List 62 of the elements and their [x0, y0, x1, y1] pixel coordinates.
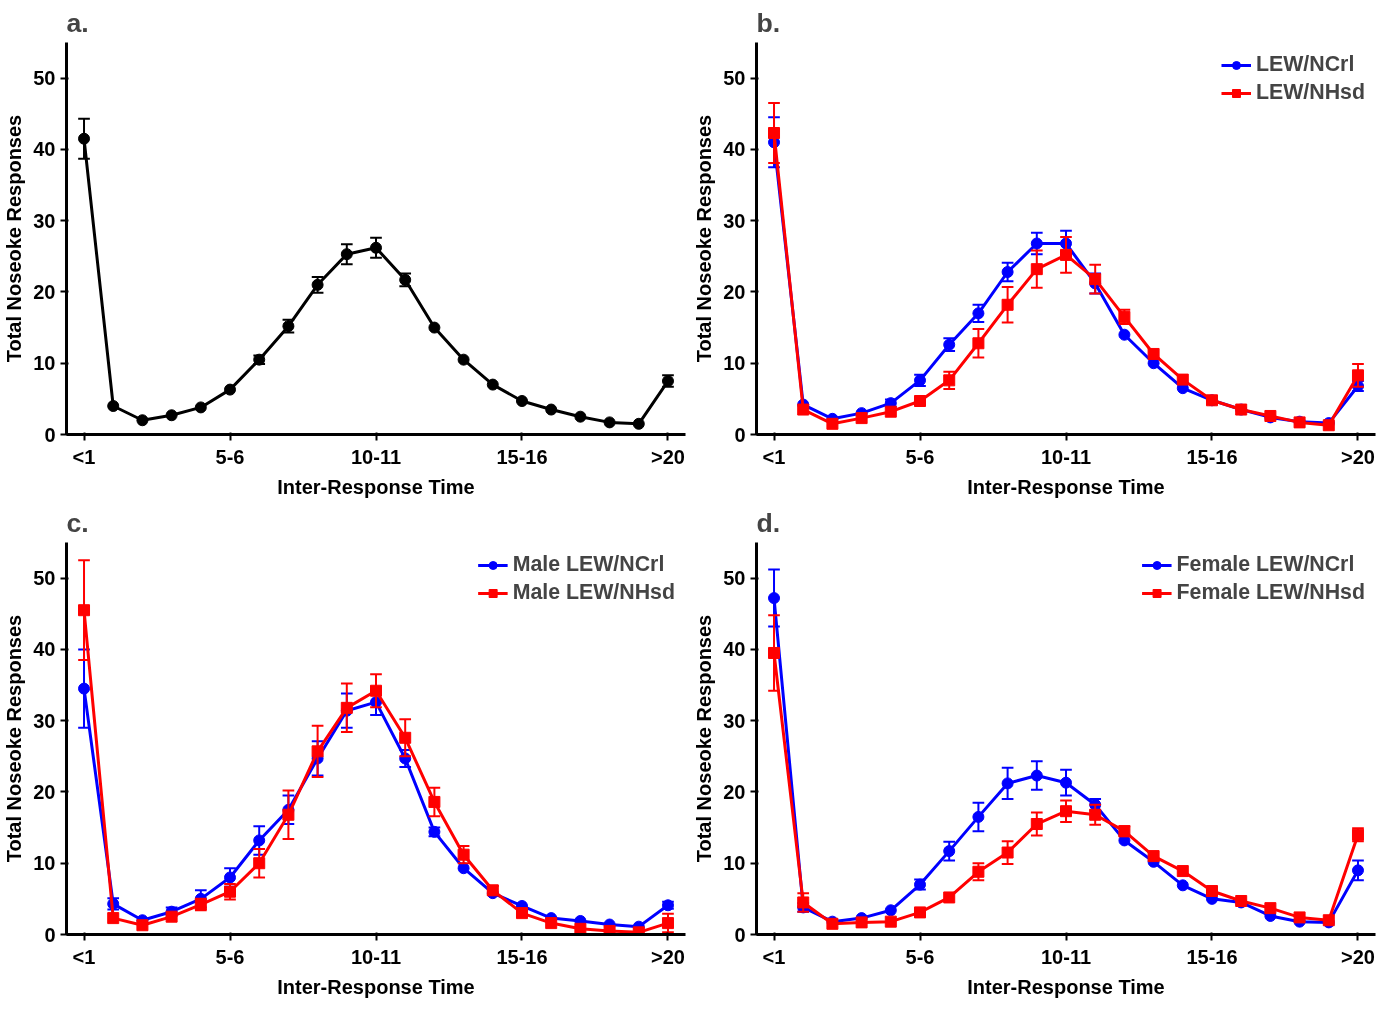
chart-title: b. — [756, 7, 781, 38]
y-tick-label: 40 — [33, 138, 56, 161]
x-tick-label: 10-11 — [1040, 445, 1092, 468]
y-tick-label: 10 — [723, 852, 746, 875]
y-tick-label: 0 — [734, 923, 746, 946]
legend-label: Female LEW/NCrl — [1176, 552, 1355, 577]
x-tick-label: 10-11 — [1040, 945, 1092, 968]
y-tick-label: 40 — [723, 138, 746, 161]
x-axis-title: Inter-Response Time — [277, 975, 475, 998]
chart-title: d. — [756, 507, 781, 538]
y-tick-label: 0 — [44, 923, 56, 946]
x-tick-label: 5-6 — [905, 445, 935, 468]
x-tick-label: >20 — [1341, 445, 1375, 468]
x-tick-label: 15-16 — [1186, 945, 1238, 968]
x-tick-label: <1 — [72, 445, 96, 468]
x-tick-label: <1 — [762, 945, 786, 968]
x-tick-label: >20 — [651, 445, 685, 468]
y-tick-label: 10 — [33, 852, 56, 875]
y-tick-label: 50 — [33, 567, 56, 590]
y-tick-label: 30 — [723, 209, 746, 232]
y-tick-label: 30 — [33, 209, 56, 232]
y-axis-title: Total Noseoke Responses — [693, 114, 716, 363]
y-tick-label: 50 — [33, 67, 56, 90]
y-tick-label: 40 — [723, 638, 746, 661]
legend-label: Male LEW/NCrl — [512, 552, 665, 577]
x-tick-label: 15-16 — [496, 945, 548, 968]
y-tick-label: 0 — [44, 423, 56, 446]
x-tick-label: 15-16 — [496, 445, 548, 468]
x-tick-label: 10-11 — [350, 445, 402, 468]
y-tick-label: 20 — [33, 280, 56, 303]
x-tick-label: 5-6 — [905, 945, 935, 968]
x-tick-label: 10-11 — [350, 945, 402, 968]
x-tick-label: 5-6 — [215, 945, 245, 968]
legend-label: LEW/NHsd — [1255, 80, 1365, 105]
x-tick-label: 5-6 — [215, 445, 245, 468]
y-tick-label: 20 — [33, 780, 56, 803]
y-tick-label: 30 — [33, 709, 56, 732]
x-tick-label: <1 — [762, 445, 786, 468]
x-tick-label: >20 — [1341, 945, 1375, 968]
y-tick-label: 50 — [723, 567, 746, 590]
x-tick-label: >20 — [651, 945, 685, 968]
chart-title: a. — [66, 7, 89, 38]
x-tick-label: <1 — [72, 945, 96, 968]
y-tick-label: 20 — [723, 780, 746, 803]
y-axis-title: Total Noseoke Responses — [3, 114, 26, 363]
y-tick-label: 50 — [723, 67, 746, 90]
y-tick-label: 20 — [723, 280, 746, 303]
y-axis-title: Total Noseoke Responses — [693, 614, 716, 863]
x-axis-title: Inter-Response Time — [277, 475, 475, 498]
x-tick-label: 15-16 — [1186, 445, 1238, 468]
x-axis-title: Inter-Response Time — [967, 975, 1165, 998]
y-tick-label: 10 — [33, 352, 56, 375]
y-tick-label: 10 — [723, 352, 746, 375]
legend-label: Female LEW/NHsd — [1176, 580, 1365, 605]
chart-title: c. — [66, 507, 89, 538]
y-axis-title: Total Noseoke Responses — [3, 614, 26, 863]
y-tick-label: 0 — [734, 423, 746, 446]
y-tick-label: 40 — [33, 638, 56, 661]
legend-label: LEW/NCrl — [1255, 52, 1355, 77]
y-tick-label: 30 — [723, 709, 746, 732]
x-axis-title: Inter-Response Time — [967, 475, 1165, 498]
legend-label: Male LEW/NHsd — [512, 580, 675, 605]
